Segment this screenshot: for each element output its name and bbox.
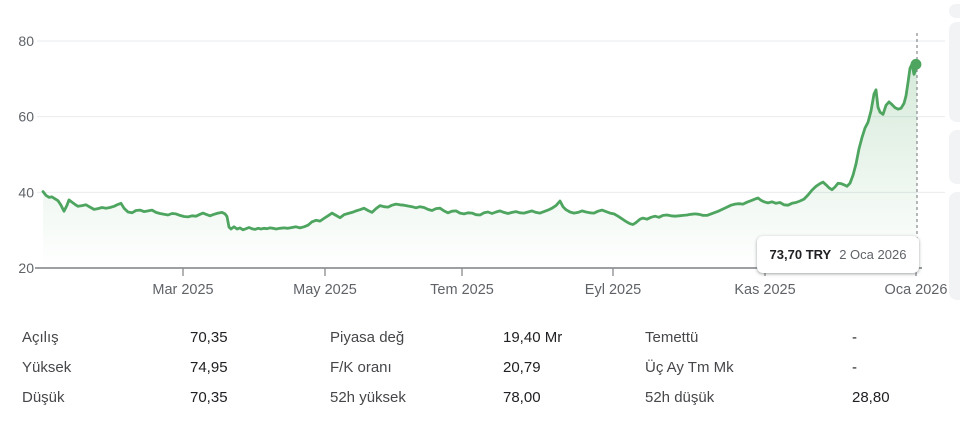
stat-label: Açılış <box>22 328 59 346</box>
stat-value: 70,35 <box>190 388 228 406</box>
stat-value: - <box>852 358 857 376</box>
stats-row: Yüksek 74,95 F/K oranı 20,79 Üç Ay Tm Mk… <box>0 352 960 382</box>
tooltip-date: 2 Oca 2026 <box>839 247 907 262</box>
x-axis-label: Kas 2025 <box>734 282 795 298</box>
last-price-dot <box>910 58 922 70</box>
price-area <box>43 64 917 268</box>
y-axis-label: 60 <box>18 109 34 125</box>
stat-label: Yüksek <box>22 358 72 376</box>
key-stats-table: Açılış 70,35 Piyasa değ 19,40 Mr Temettü… <box>0 322 960 412</box>
adjacent-card-edge <box>949 4 960 18</box>
y-axis-label: 40 <box>18 184 34 200</box>
x-axis-label: Eyl 2025 <box>585 282 641 298</box>
stat-label: F/K oranı <box>330 358 392 376</box>
adjacent-card-edge <box>949 192 960 300</box>
stat-value: 19,40 Mr <box>503 328 563 346</box>
stat-label: Temettü <box>645 328 699 346</box>
stats-row: Açılış 70,35 Piyasa değ 19,40 Mr Temettü… <box>0 322 960 352</box>
x-axis-label: May 2025 <box>293 282 357 298</box>
x-axis-label: Mar 2025 <box>152 282 213 298</box>
tooltip-price: 73,70 TRY <box>769 247 832 262</box>
stat-value: 28,80 <box>852 388 890 406</box>
adjacent-card-edge <box>949 130 960 184</box>
stat-value: 74,95 <box>190 358 228 376</box>
price-line <box>41 62 919 232</box>
y-axis-label: 20 <box>18 260 34 276</box>
x-axis-label: Tem 2025 <box>430 282 494 298</box>
price-chart[interactable]: 80 60 40 20 Mar 2025 May 2025 Tem 2025 Eyl 2025… <box>0 0 960 312</box>
stat-label: Piyasa değ <box>330 328 405 346</box>
x-axis-label: Oca 2026 <box>885 282 948 298</box>
stat-value: 78,00 <box>503 388 541 406</box>
stat-label: Üç Ay Tm Mk <box>645 358 734 376</box>
stat-label: Düşük <box>22 388 65 406</box>
stat-label: 52h yüksek <box>330 388 406 406</box>
stat-value: 20,79 <box>503 358 541 376</box>
stat-label: 52h düşük <box>645 388 715 406</box>
chart-tooltip: 73,70 TRY 2 Oca 2026 <box>757 236 919 273</box>
stat-value: - <box>852 328 857 346</box>
y-axis-label: 80 <box>18 33 34 49</box>
stat-value: 70,35 <box>190 328 228 346</box>
stats-row: Düşük 70,35 52h yüksek 78,00 52h düşük 2… <box>0 382 960 412</box>
adjacent-card-edge <box>949 22 960 122</box>
